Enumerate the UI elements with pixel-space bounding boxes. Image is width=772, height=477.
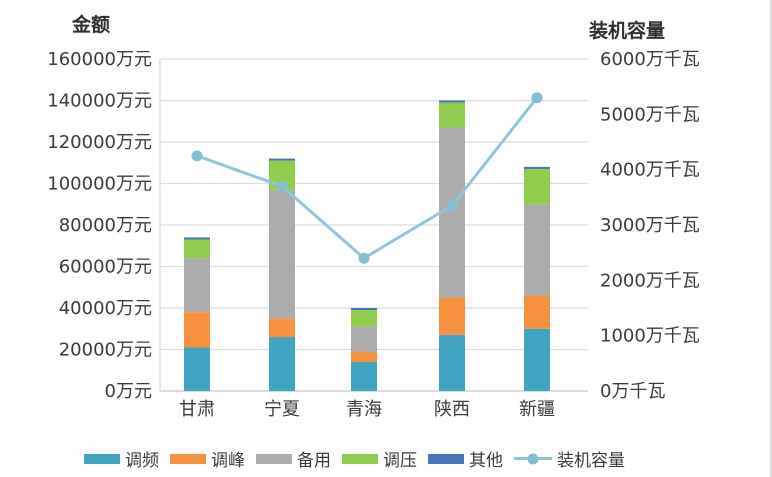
bar-segment-备用-新疆 xyxy=(524,204,550,296)
right-axis-title: 装机容量 xyxy=(589,20,666,42)
legend-swatch-beiyong xyxy=(256,453,292,464)
legend-label-tiaopin: 调频 xyxy=(125,451,159,471)
bar-segment-备用-甘肃 xyxy=(184,258,210,313)
legend-swatch-tiaofeng xyxy=(170,453,206,464)
legend-item-tiaopin: 调频 xyxy=(84,446,159,471)
y-axis-left-tick-label: 100000万元 xyxy=(47,174,152,195)
legend-label-capacity: 装机容量 xyxy=(557,451,625,471)
legend-line-marker-icon xyxy=(514,453,552,464)
bar-segment-备用-青海 xyxy=(351,326,377,352)
x-axis-category-label: 宁夏 xyxy=(264,399,300,420)
bar-segment-调峰-陕西 xyxy=(439,297,465,335)
bar-segment-调频-青海 xyxy=(351,361,377,391)
y-axis-right-tick-label: 1000万千瓦 xyxy=(600,326,700,347)
bar-segment-其他-新疆 xyxy=(524,166,550,169)
legend-item-tiaofeng: 调峰 xyxy=(170,446,245,471)
left-axis-title: 金额 xyxy=(72,14,111,36)
bar-segment-调峰-新疆 xyxy=(524,295,550,329)
y-axis-right-tick-label: 3000万千瓦 xyxy=(600,215,700,236)
legend-label-beiyong: 备用 xyxy=(297,451,331,471)
y-axis-right-tick-label: 6000万千瓦 xyxy=(600,49,700,70)
bar-segment-调频-甘肃 xyxy=(184,347,210,391)
capacity-point-宁夏 xyxy=(276,180,288,192)
x-axis-category-label: 青海 xyxy=(346,399,382,420)
chart-legend: 调频 调峰 备用 调压 其他 装机容量 xyxy=(84,446,625,471)
x-axis-category-label: 陕西 xyxy=(434,399,470,420)
legend-item-qita: 其他 xyxy=(428,446,503,471)
y-axis-left-tick-label: 0万元 xyxy=(105,381,152,402)
capacity-point-甘肃 xyxy=(191,150,203,162)
y-axis-right-tick-label: 0万千瓦 xyxy=(600,381,665,402)
capacity-point-青海 xyxy=(358,252,370,264)
y-axis-left-tick-label: 160000万元 xyxy=(47,49,152,70)
y-axis-left-tick-label: 80000万元 xyxy=(59,215,152,236)
x-axis-category-label: 甘肃 xyxy=(179,399,215,420)
legend-dot-icon xyxy=(527,453,539,464)
legend-item-capacity: 装机容量 xyxy=(514,446,625,471)
bar-segment-调压-新疆 xyxy=(524,168,550,205)
y-axis-left-tick-label: 40000万元 xyxy=(59,298,152,319)
y-axis-left-tick-label: 20000万元 xyxy=(59,340,152,361)
legend-swatch-tiaopin xyxy=(84,453,120,464)
bar-segment-调频-宁夏 xyxy=(269,337,295,391)
legend-item-beiyong: 备用 xyxy=(256,446,331,471)
bar-segment-调峰-甘肃 xyxy=(184,312,210,348)
y-axis-left-tick-label: 120000万元 xyxy=(47,132,152,153)
bar-segment-其他-青海 xyxy=(351,308,377,311)
y-axis-right-tick-label: 4000万千瓦 xyxy=(600,160,700,181)
bar-segment-调频-新疆 xyxy=(524,328,550,391)
bar-segment-调压-青海 xyxy=(351,310,377,327)
capacity-point-陕西 xyxy=(446,200,458,212)
legend-swatch-qita xyxy=(428,453,464,464)
legend-label-tiaoya: 调压 xyxy=(383,451,417,471)
y-axis-right-tick-label: 2000万千瓦 xyxy=(600,270,700,291)
legend-label-qita: 其他 xyxy=(469,451,503,471)
bar-segment-备用-宁夏 xyxy=(269,189,295,319)
capacity-point-新疆 xyxy=(531,92,543,104)
bar-segment-调压-甘肃 xyxy=(184,239,210,259)
bar-segment-调峰-宁夏 xyxy=(269,318,295,338)
bar-segment-其他-陕西 xyxy=(439,100,465,103)
x-axis-category-label: 新疆 xyxy=(519,399,555,420)
y-axis-left-tick-label: 60000万元 xyxy=(59,257,152,278)
legend-swatch-tiaoya xyxy=(342,453,378,464)
y-axis-right-tick-label: 5000万千瓦 xyxy=(600,104,700,125)
bar-segment-其他-宁夏 xyxy=(269,158,295,161)
legend-label-tiaofeng: 调峰 xyxy=(211,451,245,471)
bar-segment-其他-甘肃 xyxy=(184,237,210,240)
y-axis-left-tick-label: 140000万元 xyxy=(47,91,152,112)
bar-segment-调峰-青海 xyxy=(351,351,377,362)
bar-segment-调频-陕西 xyxy=(439,334,465,391)
legend-item-tiaoya: 调压 xyxy=(342,446,417,471)
bar-segment-调压-陕西 xyxy=(439,102,465,128)
capacity-line xyxy=(195,96,539,260)
